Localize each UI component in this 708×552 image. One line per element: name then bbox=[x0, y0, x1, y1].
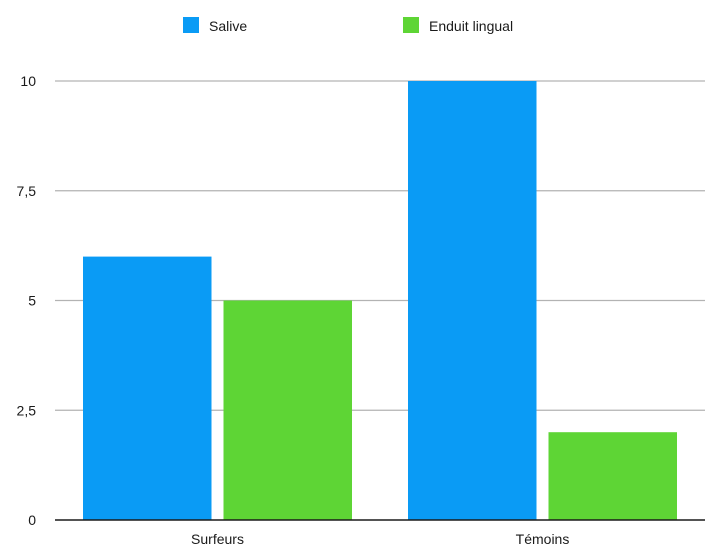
x-axis: Surfeurs Témoins bbox=[55, 519, 705, 547]
bar-salive-temoins bbox=[408, 81, 537, 520]
legend: Salive Enduit lingual bbox=[183, 17, 513, 34]
y-tick-label: 2,5 bbox=[17, 402, 37, 418]
bar-enduit-lingual-temoins bbox=[548, 432, 677, 520]
bars bbox=[83, 81, 677, 520]
x-tick-label: Témoins bbox=[516, 531, 570, 547]
y-tick-label: 0 bbox=[28, 512, 36, 528]
legend-label: Salive bbox=[209, 18, 247, 34]
bar-enduit-lingual-surfeurs bbox=[223, 300, 352, 520]
y-tick-label: 7,5 bbox=[17, 183, 37, 199]
bar-salive-surfeurs bbox=[83, 256, 212, 520]
y-tick-label: 10 bbox=[20, 73, 36, 89]
x-tick-label: Surfeurs bbox=[191, 531, 244, 547]
y-axis: 0 2,5 5 7,5 10 bbox=[17, 73, 37, 528]
y-tick-label: 5 bbox=[28, 293, 36, 309]
legend-label: Enduit lingual bbox=[429, 18, 513, 34]
legend-swatch bbox=[403, 17, 419, 33]
legend-swatch bbox=[183, 17, 199, 33]
